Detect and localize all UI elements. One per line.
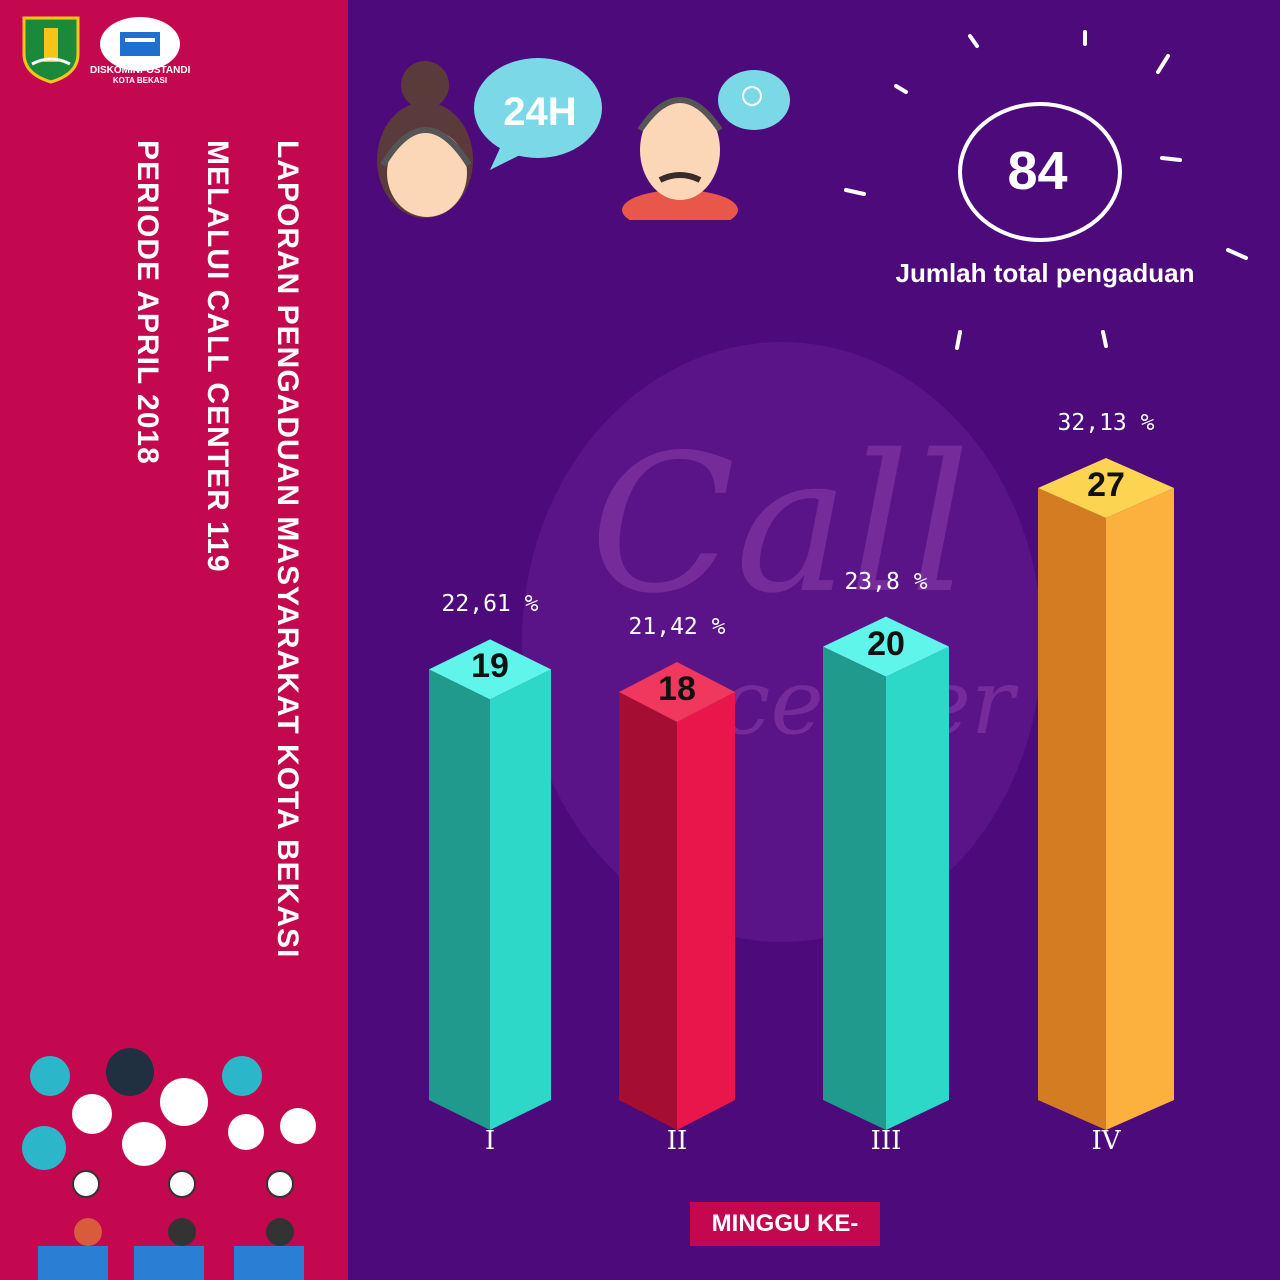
sidebar-panel: DISKOMINFOSTANDI KOTA BEKASI LAPORAN PEN… bbox=[0, 0, 348, 1280]
bar-top-face-III bbox=[823, 616, 949, 677]
x-tick-label: II bbox=[666, 1126, 688, 1156]
badge-24h: 24H bbox=[503, 90, 577, 134]
bar-left-face-I bbox=[429, 669, 490, 1130]
report-title-line-2: MELALUI CALL CENTER 119 bbox=[201, 140, 234, 573]
watermark-call: Call bbox=[590, 414, 971, 635]
city-emblem-icon bbox=[22, 16, 80, 84]
x-tick-label: IV bbox=[1091, 1126, 1121, 1156]
x-tick-label: III bbox=[870, 1126, 902, 1156]
operator-man-icon bbox=[622, 97, 738, 220]
bar-right-face-II bbox=[677, 692, 735, 1130]
total-complaints-value: 84 bbox=[1007, 141, 1068, 201]
logo-name: DISKOMINFOSTANDI bbox=[90, 65, 191, 76]
bar-percent-label: 23,8 % bbox=[844, 568, 928, 595]
report-title-line-1: LAPORAN PENGADUAN MASYARAKAT KOTA BEKASI bbox=[271, 140, 304, 959]
x-tick-label: I bbox=[484, 1126, 496, 1156]
total-complaints-label: Jumlah total pengaduan bbox=[895, 258, 1195, 288]
lightbulb-bubble-icon bbox=[718, 70, 790, 130]
call-center-illustration-icon bbox=[22, 1048, 316, 1280]
report-title-line-3: PERIODE APRIL 2018 bbox=[131, 140, 164, 465]
bar-left-face-III bbox=[823, 646, 886, 1130]
bar-right-face-III bbox=[886, 646, 949, 1130]
bar-right-face-IV bbox=[1106, 488, 1174, 1130]
operator-woman-icon bbox=[377, 61, 473, 218]
speech-bubble-24h-icon bbox=[474, 58, 602, 170]
bar-top-face-I bbox=[429, 639, 551, 700]
bar-top-face-II bbox=[619, 662, 735, 722]
total-circle-icon bbox=[844, 30, 1248, 350]
bar-value-label: 18 bbox=[658, 670, 696, 708]
background-circle bbox=[522, 342, 1042, 942]
bar-value-label: 27 bbox=[1087, 466, 1125, 504]
bar-percent-label: 21,42 % bbox=[628, 614, 726, 640]
logo-caption: DISKOMINFOSTANDI KOTA BEKASI bbox=[90, 65, 190, 85]
bar-left-face-II bbox=[619, 692, 677, 1130]
bar-left-face-IV bbox=[1038, 488, 1106, 1130]
diskominfostandi-logo-icon bbox=[100, 17, 180, 71]
bar-top-face-IV bbox=[1038, 458, 1174, 518]
logo-subname: KOTA BEKASI bbox=[112, 76, 168, 85]
bar-value-label: 20 bbox=[867, 624, 905, 663]
x-axis-caption: MINGGU KE- bbox=[690, 1202, 880, 1246]
bar-value-label: 19 bbox=[471, 647, 509, 686]
bar-right-face-I bbox=[490, 669, 551, 1130]
bar-percent-label: 22,61 % bbox=[441, 591, 539, 618]
bar-percent-label: 32,13 % bbox=[1057, 410, 1155, 436]
